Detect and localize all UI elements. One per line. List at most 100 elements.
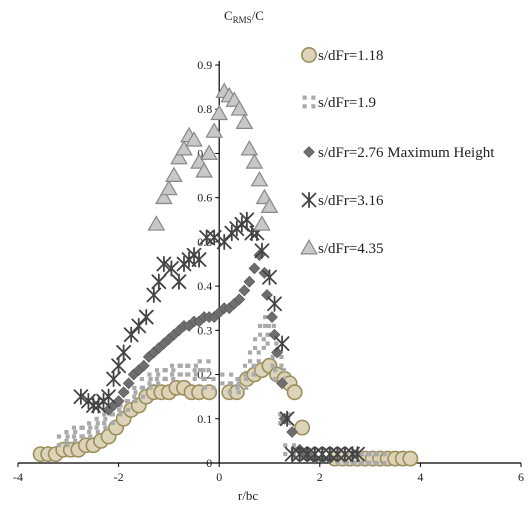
data-point <box>278 412 292 426</box>
data-point <box>111 357 126 374</box>
square-part <box>263 323 268 328</box>
square-part <box>366 460 371 466</box>
square-part <box>201 368 206 373</box>
data-point <box>195 162 213 178</box>
data-point <box>235 376 249 390</box>
square-part <box>283 443 288 448</box>
data-point <box>267 295 282 312</box>
legend-marker <box>301 191 317 209</box>
square-part <box>197 367 202 373</box>
data-point <box>248 262 261 275</box>
data-point <box>242 363 256 377</box>
square-part <box>64 438 69 443</box>
square-part <box>125 407 131 412</box>
square-part <box>227 381 233 386</box>
data-point <box>123 326 139 343</box>
square-part <box>251 372 256 377</box>
data-point <box>250 170 269 187</box>
data-point <box>216 233 232 250</box>
square-part <box>197 359 202 364</box>
series-5 <box>147 82 279 231</box>
square-part <box>102 421 107 426</box>
square-part <box>156 381 161 386</box>
square-part <box>244 376 249 382</box>
square-part <box>373 452 378 457</box>
data-point <box>243 275 256 288</box>
square-part <box>79 425 84 430</box>
square-part <box>154 376 160 382</box>
square-part <box>94 425 99 430</box>
data-point <box>87 421 100 435</box>
legend-label: s/dFr=3.16 <box>318 193 384 209</box>
data-point <box>147 372 161 386</box>
legend-label: s/dFr=1.9 <box>318 95 376 111</box>
square-part <box>118 403 123 408</box>
legend-marker <box>301 47 317 63</box>
legend: s/dFr=1.18 s/dFr=1.9 s/dFr=2.76 Maximum He… <box>300 47 495 257</box>
square-part <box>242 372 248 377</box>
square-part <box>281 368 287 373</box>
y-tick-label: 0 <box>206 456 212 470</box>
square-part <box>251 363 256 368</box>
legend-item: s/dFr=2.76 Maximum Height <box>303 145 495 161</box>
y-tick-label: 0.8 <box>197 102 212 116</box>
square-part <box>87 421 92 426</box>
x-tick-label: 0 <box>216 470 222 484</box>
square-part <box>256 359 261 364</box>
square-part <box>291 443 297 448</box>
data-point <box>274 335 290 352</box>
square-part <box>271 323 276 328</box>
square-part <box>366 452 371 457</box>
square-part <box>71 425 77 430</box>
data-point <box>101 388 116 405</box>
legend-marker <box>302 95 316 109</box>
square-part <box>139 376 144 382</box>
data-point <box>197 359 211 373</box>
square-part <box>247 359 253 364</box>
square-part <box>87 429 92 435</box>
square-part <box>56 434 61 439</box>
legend-item: s/dFr=1.9 <box>302 95 376 111</box>
data-point <box>253 215 271 231</box>
square-part <box>117 407 122 412</box>
square-part <box>192 376 197 382</box>
square-part <box>211 385 216 390</box>
legend-marker <box>303 146 315 158</box>
square-part <box>154 368 160 373</box>
data-point <box>185 363 198 377</box>
square-part <box>110 421 115 426</box>
data-point <box>155 188 173 205</box>
square-part <box>235 376 240 382</box>
y-tick-label: 0.1 <box>197 412 212 426</box>
data-point <box>116 344 132 361</box>
square-part <box>88 434 93 439</box>
data-point <box>261 289 273 301</box>
square-part <box>139 385 144 390</box>
x-tick-label: 6 <box>518 470 524 484</box>
x-axis-label: r/bc <box>238 488 258 503</box>
square-part <box>95 421 100 426</box>
data-point <box>266 311 278 323</box>
data-point <box>164 260 179 277</box>
square-part <box>102 412 107 417</box>
x-tick-label: -4 <box>13 470 23 484</box>
square-part <box>147 372 152 377</box>
square-part <box>252 345 258 351</box>
data-point <box>283 443 297 457</box>
data-point <box>175 140 193 156</box>
x-tick-label: 2 <box>317 470 323 484</box>
square-part <box>148 385 153 390</box>
square-part <box>141 394 146 399</box>
data-point <box>137 359 150 372</box>
square-part <box>206 367 211 373</box>
square-part <box>286 421 292 426</box>
square-part <box>162 368 167 373</box>
x-tick-label: 4 <box>417 470 423 484</box>
square-part <box>118 412 123 417</box>
square-part <box>103 425 108 430</box>
square-part <box>148 376 153 382</box>
square-part <box>358 452 363 457</box>
legend-item: s/dFr=1.18 <box>301 47 384 64</box>
square-part <box>202 376 207 382</box>
